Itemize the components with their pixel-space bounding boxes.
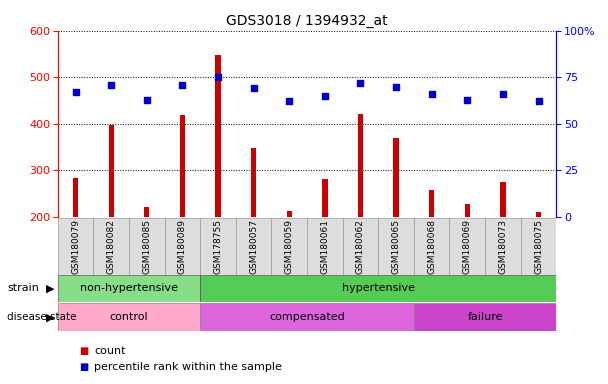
Point	[534, 98, 544, 104]
Text: ▶: ▶	[46, 283, 55, 293]
Text: GSM180068: GSM180068	[427, 218, 436, 274]
Text: GSM180061: GSM180061	[320, 218, 330, 274]
Bar	[536, 212, 541, 310]
Bar	[180, 116, 185, 310]
Bar	[58, 303, 200, 331]
Text: GSM180073: GSM180073	[499, 218, 508, 274]
Text: GSM180059: GSM180059	[285, 218, 294, 274]
Bar	[94, 218, 129, 275]
Bar	[58, 275, 200, 302]
Bar	[215, 55, 221, 310]
Bar	[358, 114, 363, 310]
Point	[178, 82, 187, 88]
Bar	[449, 218, 485, 275]
Bar	[73, 178, 78, 310]
Bar	[251, 148, 257, 310]
Point	[142, 96, 151, 103]
Bar	[393, 138, 399, 310]
Point	[320, 93, 330, 99]
Bar	[429, 190, 434, 310]
Text: GSM180069: GSM180069	[463, 218, 472, 274]
Bar	[108, 125, 114, 310]
Bar	[58, 218, 94, 275]
Bar	[343, 218, 378, 275]
Text: compensated: compensated	[269, 312, 345, 322]
Text: non-hypertensive: non-hypertensive	[80, 283, 178, 293]
Point	[463, 96, 472, 103]
Text: GSM180065: GSM180065	[392, 218, 401, 274]
Bar	[144, 207, 150, 310]
Bar	[236, 218, 271, 275]
Text: GSM180062: GSM180062	[356, 219, 365, 273]
Text: count: count	[94, 346, 126, 356]
Text: ▶: ▶	[46, 312, 55, 322]
Point	[213, 74, 223, 80]
Bar	[465, 204, 470, 310]
Text: GSM178755: GSM178755	[213, 218, 223, 274]
Bar	[414, 303, 556, 331]
Text: percentile rank within the sample: percentile rank within the sample	[94, 362, 282, 372]
Point	[427, 91, 437, 97]
Text: strain: strain	[7, 283, 39, 293]
Point	[391, 84, 401, 90]
Bar	[307, 218, 343, 275]
Bar	[200, 275, 556, 302]
Bar	[520, 218, 556, 275]
Bar	[414, 218, 449, 275]
Text: GSM180057: GSM180057	[249, 218, 258, 274]
Bar	[271, 218, 307, 275]
Text: GSM180079: GSM180079	[71, 218, 80, 274]
Text: ■: ■	[79, 362, 88, 372]
Bar	[200, 303, 414, 331]
Text: failure: failure	[468, 312, 503, 322]
Point	[71, 89, 80, 95]
Point	[106, 82, 116, 88]
Text: GSM180075: GSM180075	[534, 218, 543, 274]
Title: GDS3018 / 1394932_at: GDS3018 / 1394932_at	[226, 14, 388, 28]
Point	[356, 80, 365, 86]
Text: hypertensive: hypertensive	[342, 283, 415, 293]
Text: control: control	[109, 312, 148, 322]
Text: disease state: disease state	[7, 312, 77, 322]
Point	[249, 85, 258, 91]
Bar	[129, 218, 165, 275]
Text: GSM180082: GSM180082	[106, 219, 116, 273]
Text: ■: ■	[79, 346, 88, 356]
Text: GSM180085: GSM180085	[142, 218, 151, 274]
Text: GSM180089: GSM180089	[178, 218, 187, 274]
Bar	[165, 218, 200, 275]
Bar	[286, 211, 292, 310]
Bar	[378, 218, 414, 275]
Bar	[485, 218, 520, 275]
Bar	[500, 182, 506, 310]
Bar	[200, 218, 236, 275]
Point	[498, 91, 508, 97]
Bar	[322, 179, 328, 310]
Point	[285, 98, 294, 104]
